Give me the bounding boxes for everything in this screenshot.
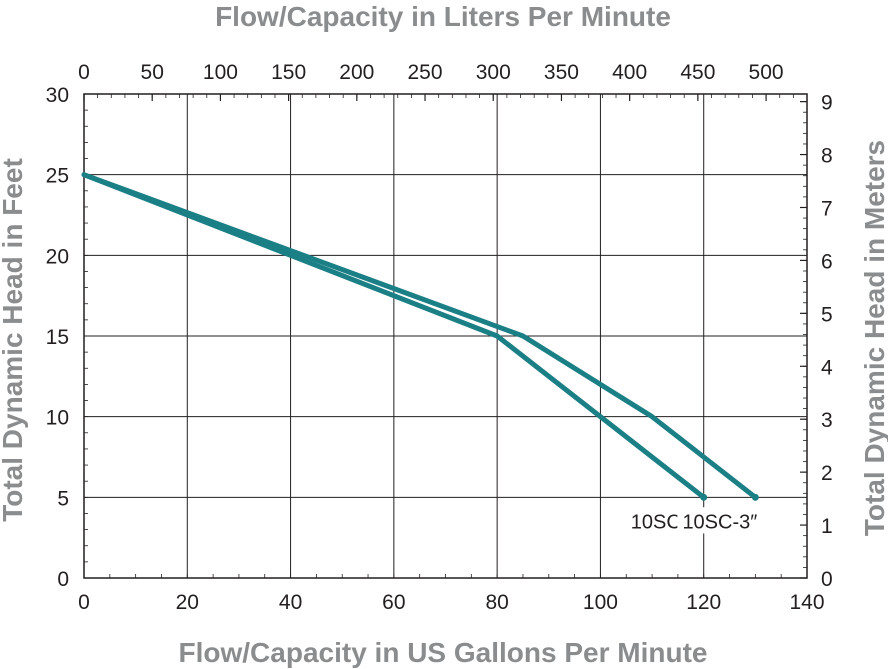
y-right-tick-label: 8 — [821, 145, 833, 168]
y-axis-title-right: Total Dynamic Head in Meters — [859, 140, 888, 536]
x-top-tick-label: 250 — [408, 61, 443, 84]
y-right-tick-label: 6 — [821, 250, 833, 273]
x-tick-label: 100 — [583, 591, 618, 614]
y-axis-title: Total Dynamic Head in Feet — [0, 158, 28, 522]
y-tick-label: 5 — [57, 487, 69, 510]
x-top-tick-label: 200 — [339, 61, 374, 84]
y-tick-label: 25 — [46, 165, 69, 188]
y-tick-label: 20 — [46, 245, 69, 268]
series-end-point — [700, 493, 708, 501]
x-tick-label: 120 — [686, 591, 721, 614]
x-top-tick-label: 300 — [476, 61, 511, 84]
x-top-tick-label: 400 — [612, 61, 647, 84]
series-label: 10SC-3″ — [682, 511, 757, 533]
x-top-tick-label: 450 — [680, 61, 715, 84]
x-top-tick-label: 350 — [544, 61, 579, 84]
y-tick-label: 30 — [46, 84, 69, 107]
y-right-tick-label: 7 — [821, 197, 833, 220]
x-tick-label: 140 — [789, 591, 824, 614]
series-label-bg — [677, 507, 760, 534]
series-end-point — [751, 493, 759, 501]
y-right-tick-label: 2 — [821, 462, 833, 485]
x-axis-title: Flow/Capacity in US Gallons Per Minute — [179, 637, 708, 668]
series-line-1 — [81, 172, 758, 500]
y-tick-label: 10 — [46, 407, 69, 430]
y-right-tick-label: 5 — [821, 303, 833, 326]
x-tick-label: 40 — [279, 591, 302, 614]
x-top-tick-label: 0 — [78, 61, 90, 84]
y-right-tick-label: 3 — [821, 409, 833, 432]
y-right-tick-label: 9 — [821, 92, 833, 115]
series-line-0 — [81, 172, 707, 500]
y-tick-label: 15 — [46, 326, 69, 349]
y-right-tick-label: 4 — [821, 356, 833, 379]
x-axis-title-top: Flow/Capacity in Liters Per Minute — [215, 1, 671, 32]
x-top-tick-label: 50 — [141, 61, 164, 84]
x-top-tick-label: 100 — [203, 61, 238, 84]
y-tick-label: 0 — [57, 568, 69, 591]
y-right-tick-label: 0 — [821, 568, 833, 591]
y-right-tick-label: 1 — [821, 515, 833, 538]
plot-frame — [83, 93, 808, 579]
x-tick-label: 60 — [382, 591, 405, 614]
x-top-tick-label: 150 — [271, 61, 306, 84]
x-tick-label: 80 — [485, 591, 508, 614]
x-tick-label: 0 — [78, 591, 90, 614]
grid-lines — [83, 93, 808, 579]
series-lines: 10SC-2″10SC-3″ — [81, 172, 760, 534]
x-tick-label: 20 — [176, 591, 199, 614]
x-top-tick-label: 500 — [749, 61, 784, 84]
